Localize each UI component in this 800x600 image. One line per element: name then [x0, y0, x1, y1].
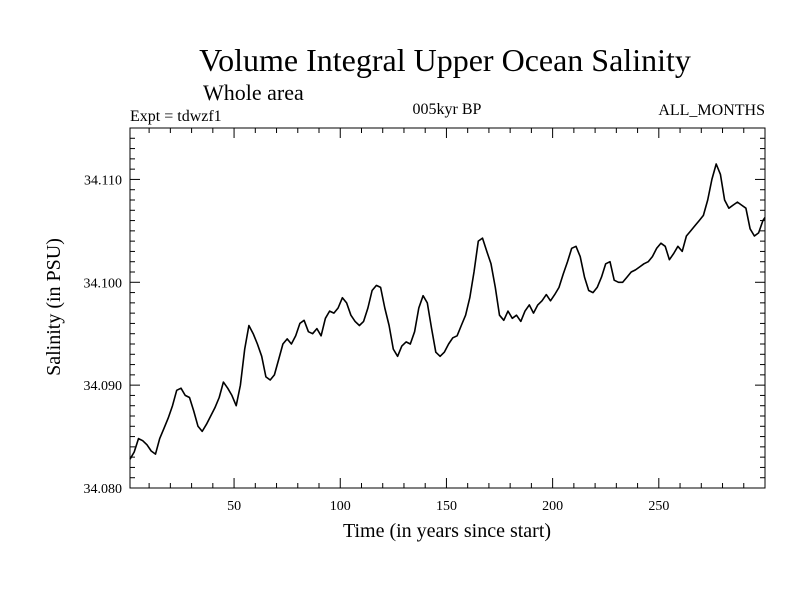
x-tick-label: 250 [648, 499, 669, 514]
x-tick-label: 50 [227, 499, 241, 514]
x-tick-label: 150 [436, 499, 457, 514]
series-group [129, 163, 766, 460]
y-tick-label: 34.100 [84, 276, 123, 291]
plot-frame [129, 127, 766, 489]
months-annotation: ALL_MONTHS [658, 102, 765, 119]
y-tick-label: 34.080 [84, 482, 123, 497]
y-axis-ticks: 34.080 34.090 34.100 34.110 [84, 173, 765, 497]
expt-annotation: Expt = tdwzf1 [130, 108, 222, 125]
period-annotation: 005kyr BP [413, 101, 482, 118]
y-tick-label: 34.110 [84, 173, 122, 188]
series-line-salinity [129, 163, 766, 460]
x-axis-label: Time (in years since start) [343, 520, 551, 542]
x-tick-label: 200 [542, 499, 563, 514]
chart-subtitle: Whole area [203, 80, 304, 105]
y-tick-label: 34.090 [84, 379, 123, 394]
x-axis-ticks: 50 100 150 200 250 [227, 128, 669, 514]
y-axis-label: Salinity (in PSU) [43, 238, 65, 376]
minor-ticks [130, 128, 765, 488]
chart-title: Volume Integral Upper Ocean Salinity [199, 42, 691, 78]
x-tick-label: 100 [330, 499, 351, 514]
